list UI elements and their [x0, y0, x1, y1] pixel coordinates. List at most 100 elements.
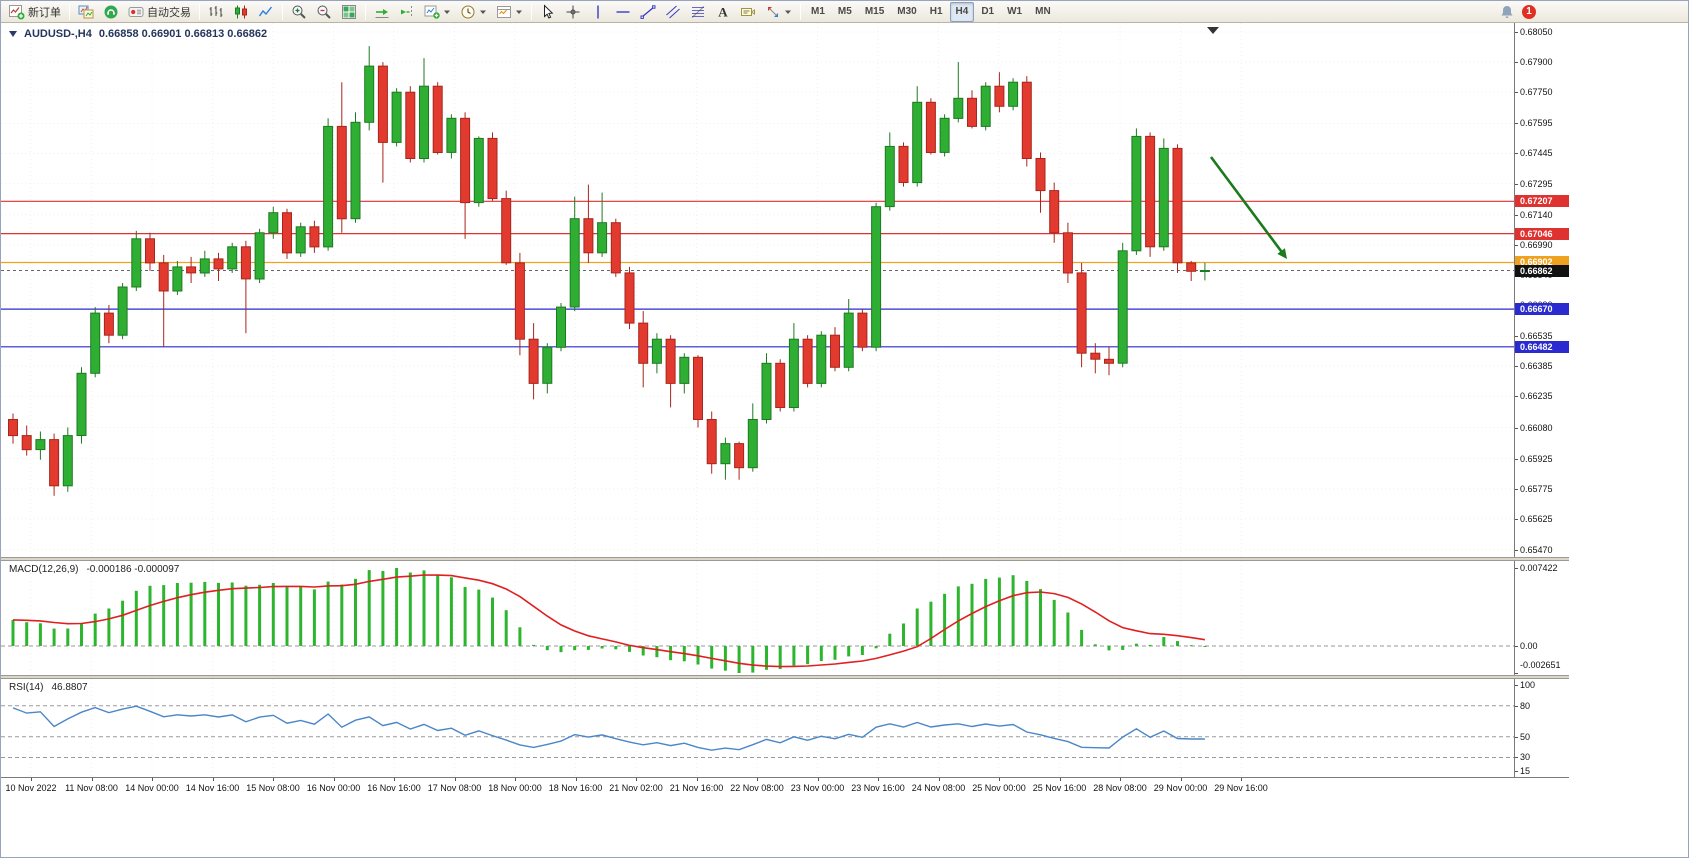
candle-body: [1076, 272, 1087, 354]
new-order-icon: [9, 4, 25, 20]
macd-scale-tick: [1515, 568, 1518, 569]
macd-histogram-bar: [586, 646, 590, 650]
time-axis[interactable]: 10 Nov 2022 11 Nov 08:00 14 Nov 00:00 14 No…: [1, 777, 1569, 795]
auto-scroll-button[interactable]: [370, 2, 394, 22]
price-chart-panel[interactable]: AUDUSD-,H4 0.66858 0.66901 0.66813 0.668…: [1, 23, 1569, 557]
crosshair-button[interactable]: [561, 2, 585, 22]
chart-title: AUDUSD-,H4 0.66858 0.66901 0.66813 0.668…: [9, 28, 267, 40]
tf-h1-button[interactable]: H1: [924, 2, 949, 22]
bar-chart-button[interactable]: [204, 2, 228, 22]
time-scale-label: 18 Nov 16:00: [548, 783, 603, 793]
toolbar-separator: [531, 3, 532, 20]
chart-shift-button[interactable]: [395, 2, 419, 22]
templates-button[interactable]: [492, 2, 527, 22]
rsi-scale-tick: [1515, 757, 1518, 758]
vertical-line-button[interactable]: [586, 2, 610, 22]
new-order-button[interactable]: 新订单: [5, 2, 65, 22]
periods-button[interactable]: [456, 2, 491, 22]
panel-splitter[interactable]: [1, 557, 1569, 561]
macd-axis[interactable]: 0.007422 0.00 -0.002651: [1514, 561, 1569, 675]
macd-histogram-bar: [436, 575, 440, 646]
trendline-button[interactable]: [636, 2, 660, 22]
tf-w1-button-label: W1: [1007, 6, 1023, 17]
tf-h4-button[interactable]: H4: [949, 1, 975, 22]
collapse-triangle-icon[interactable]: [9, 31, 17, 37]
price-scale-tick: [1515, 366, 1518, 367]
trend-arrow[interactable]: [1209, 156, 1285, 255]
new-chart-button[interactable]: [420, 2, 455, 22]
macd-panel[interactable]: MACD(12,26,9) -0.000186 -0.000097 0.0074…: [1, 561, 1569, 675]
macd-histogram-bar: [162, 585, 166, 646]
line-chart-button[interactable]: [254, 2, 278, 22]
macd-histogram-bar: [956, 586, 960, 646]
zoom-in-button[interactable]: [287, 2, 311, 22]
macd-histogram-bar: [778, 646, 782, 669]
tf-w1-button[interactable]: W1: [1001, 2, 1028, 22]
macd-histogram-bar: [312, 589, 316, 646]
candle-body: [706, 419, 717, 465]
candle-body: [117, 286, 128, 336]
fibonacci-button[interactable]: [686, 2, 710, 22]
candle-body: [1021, 81, 1032, 160]
macd-histogram-bar: [80, 623, 83, 646]
candle-body: [103, 312, 114, 336]
community-button[interactable]: [99, 2, 123, 22]
tf-m15-button[interactable]: M15: [859, 2, 890, 22]
time-scale-label: 21 Nov 02:00: [609, 783, 663, 793]
price-scale-tick: [1515, 184, 1518, 185]
macd-histogram-bar: [710, 646, 714, 669]
notifications-button[interactable]: [1495, 2, 1519, 22]
chart-shift-marker[interactable]: [1207, 27, 1219, 34]
horizontal-line-button[interactable]: [611, 2, 635, 22]
candle-body: [994, 85, 1005, 107]
arrows-button[interactable]: [761, 2, 796, 22]
cursor-button[interactable]: [536, 2, 560, 22]
macd-scale-label: 0.00: [1520, 641, 1538, 651]
tf-mn-button[interactable]: MN: [1029, 2, 1057, 22]
rsi-axis[interactable]: 100 80 50 30 15: [1514, 679, 1569, 777]
text-button[interactable]: A: [711, 2, 735, 22]
time-scale-tick: [515, 778, 516, 781]
candle-body: [1104, 358, 1114, 364]
macd-histogram-bar: [271, 583, 275, 646]
candlestick-chart-button[interactable]: [229, 2, 253, 22]
auto-scroll-icon: [374, 4, 390, 20]
macd-histogram-bar: [1052, 599, 1056, 646]
macd-histogram-bar: [449, 577, 453, 646]
hline-price-badge: 0.67207: [1515, 195, 1569, 208]
label-button[interactable]: [736, 2, 760, 22]
tf-m1-button[interactable]: M1: [805, 2, 831, 22]
candle-body: [556, 306, 566, 348]
candle-body: [925, 101, 936, 154]
trendline-icon: [640, 4, 656, 20]
candle-body: [501, 198, 512, 264]
tile-windows-button[interactable]: [337, 2, 361, 22]
macd-histogram-bar: [806, 646, 810, 665]
notification-badge[interactable]: 1: [1522, 4, 1536, 19]
macd-histogram-bar: [1134, 643, 1138, 646]
panel-splitter[interactable]: [1, 675, 1569, 679]
price-scale-label: 0.67445: [1520, 148, 1553, 159]
tf-m5-button[interactable]: M5: [832, 2, 858, 22]
rsi-panel[interactable]: RSI(14) 46.8807 100 80 50 30 15: [1, 679, 1569, 777]
macd-histogram-bar: [819, 646, 823, 662]
candle-body: [597, 222, 608, 254]
rsi-scale-tick: [1515, 771, 1518, 772]
autotrade-button[interactable]: 自动交易: [124, 2, 195, 22]
autotrade-icon: [128, 4, 144, 20]
price-axis[interactable]: 0.68050 0.67900 0.67750 0.67595 0.67445 0.672…: [1514, 23, 1569, 557]
candlestick-plot[interactable]: [1, 23, 1514, 557]
tf-m30-button[interactable]: M30: [891, 2, 922, 22]
charts-window-button[interactable]: [74, 2, 98, 22]
candle-body: [912, 101, 923, 184]
chart-window[interactable]: AUDUSD-,H4 0.66858 0.66901 0.66813 0.668…: [1, 23, 1569, 795]
candle-body: [802, 338, 813, 384]
tf-d1-button[interactable]: D1: [975, 2, 1000, 22]
channel-button[interactable]: [661, 2, 685, 22]
zoom-out-button[interactable]: [312, 2, 336, 22]
time-scale-label: 14 Nov 00:00: [125, 783, 179, 793]
candle-body: [186, 266, 197, 274]
svg-text:A: A: [718, 4, 728, 19]
ohlc-bars-icon: [208, 4, 224, 20]
charts-window-icon: [78, 4, 94, 20]
